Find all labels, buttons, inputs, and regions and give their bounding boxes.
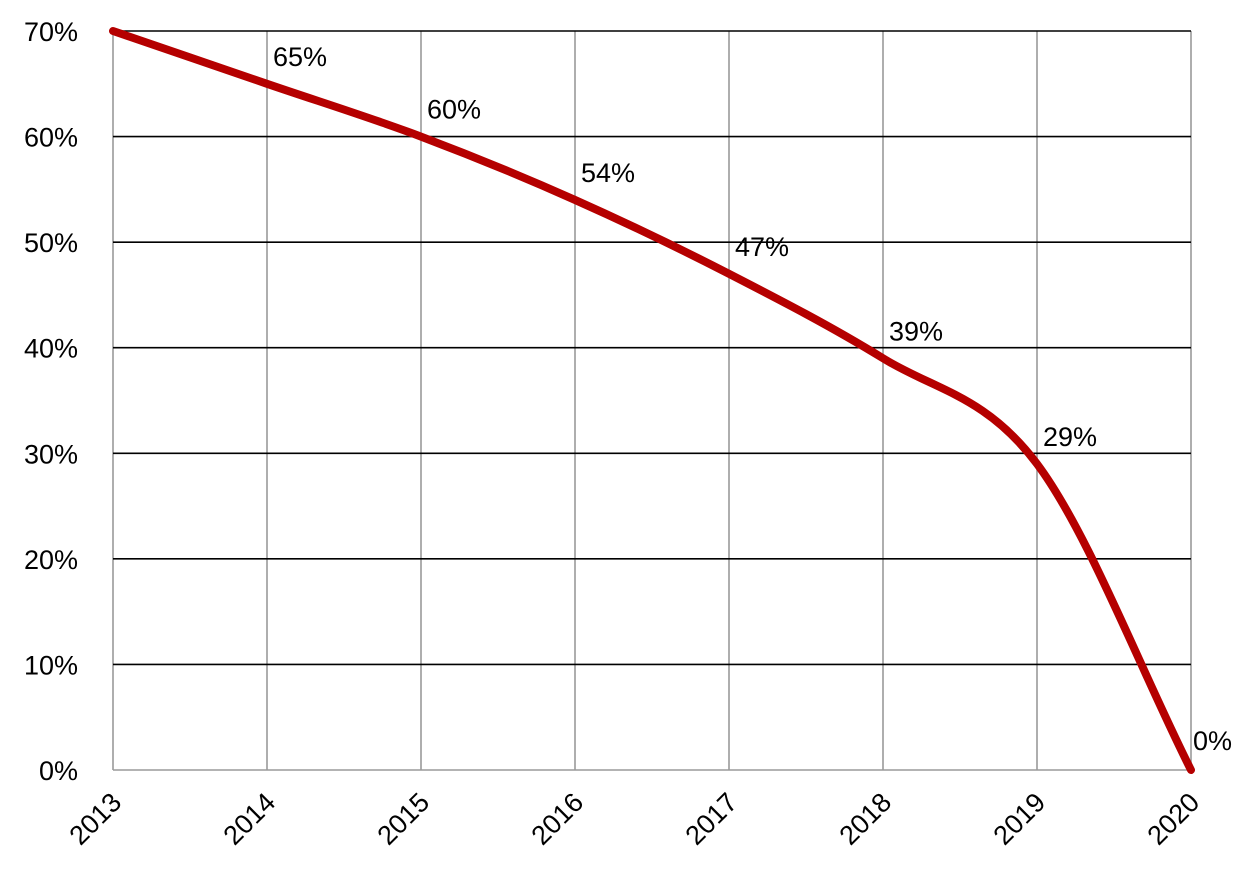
y-tick-label: 20%	[24, 545, 78, 575]
grid-layer	[112, 30, 1192, 771]
data-label: 60%	[427, 95, 481, 125]
x-tick-label: 2014	[218, 787, 282, 851]
x-tick-label: 2019	[988, 787, 1052, 851]
data-label: 0%	[1193, 726, 1232, 756]
y-tick-label: 30%	[24, 439, 78, 469]
data-label: 47%	[735, 232, 789, 262]
x-tick-label: 2015	[372, 787, 436, 851]
data-label: 65%	[273, 42, 327, 72]
y-tick-label: 70%	[24, 17, 78, 47]
series-line	[109, 27, 1195, 774]
x-tick-label: 2013	[64, 787, 128, 851]
data-label: 39%	[889, 316, 943, 346]
y-tick-label: 10%	[24, 650, 78, 680]
data-label: 29%	[1043, 422, 1097, 452]
y-tick-label: 50%	[24, 228, 78, 258]
y-tick-label: 0%	[39, 756, 78, 786]
y-tick-label: 60%	[24, 123, 78, 153]
x-tick-label: 2017	[680, 787, 744, 851]
y-tick-label: 40%	[24, 334, 78, 364]
x-tick-label: 2018	[834, 787, 898, 851]
data-label: 54%	[581, 158, 635, 188]
x-axis-tick-labels: 2013 2014 2015 2016 2017 2018 2019 2020	[64, 787, 1206, 851]
data-labels: 65% 60% 54% 47% 39% 29% 0%	[273, 42, 1232, 756]
y-axis-tick-labels: 0% 10% 20% 30% 40% 50% 60% 70%	[24, 17, 78, 786]
series-layer	[109, 27, 1195, 774]
x-tick-label: 2020	[1142, 787, 1206, 851]
x-tick-label: 2016	[526, 787, 590, 851]
